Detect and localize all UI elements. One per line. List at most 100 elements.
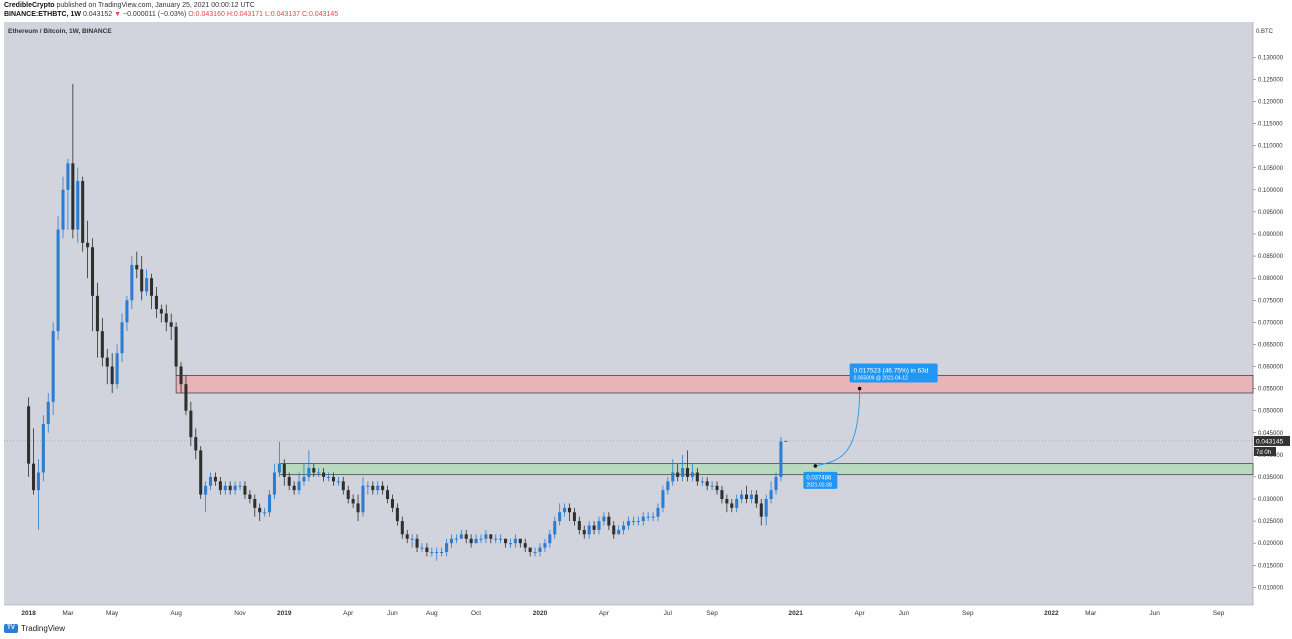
candle bbox=[518, 538, 522, 548]
candle bbox=[577, 516, 581, 535]
candle bbox=[243, 481, 247, 499]
candle bbox=[754, 490, 758, 508]
candle bbox=[636, 516, 640, 526]
candle-body bbox=[159, 309, 163, 314]
projection-curve[interactable] bbox=[815, 388, 861, 467]
countdown-badge bbox=[1254, 446, 1276, 456]
candle-body bbox=[577, 521, 581, 530]
candle bbox=[651, 512, 655, 522]
candle bbox=[646, 512, 650, 522]
candle-body bbox=[223, 485, 227, 491]
candle-body bbox=[376, 485, 380, 491]
candle-body bbox=[331, 476, 335, 482]
candle bbox=[725, 494, 729, 513]
candle bbox=[36, 459, 40, 530]
candle-body bbox=[351, 499, 355, 504]
candle-body bbox=[243, 485, 247, 495]
candle-body bbox=[317, 472, 321, 474]
candle bbox=[705, 476, 709, 491]
candle-body bbox=[90, 247, 95, 296]
candle-body bbox=[164, 313, 168, 323]
low-value: L:0.043137 bbox=[264, 11, 301, 18]
candle-body bbox=[258, 507, 262, 513]
candle bbox=[715, 481, 719, 495]
candle-body bbox=[641, 516, 645, 522]
candle-body bbox=[636, 521, 640, 523]
candle bbox=[681, 454, 685, 482]
candle bbox=[563, 503, 567, 517]
price-tick-label: 0.060000 bbox=[1258, 365, 1284, 371]
candle bbox=[120, 313, 124, 363]
projection-end-point[interactable] bbox=[857, 386, 862, 391]
footer-brand[interactable]: TradingView bbox=[21, 624, 66, 633]
candle-body bbox=[277, 463, 281, 473]
projection-start-point[interactable] bbox=[813, 464, 818, 468]
candle bbox=[238, 481, 242, 491]
candle bbox=[484, 529, 488, 544]
candle-body bbox=[263, 512, 267, 514]
candle-body bbox=[764, 499, 768, 517]
time-tick-label: Mar bbox=[1085, 610, 1097, 617]
candle-body bbox=[435, 552, 439, 553]
price-tick-label: 0.085000 bbox=[1258, 254, 1284, 260]
candle bbox=[169, 313, 173, 340]
candle bbox=[204, 481, 208, 513]
down-arrow-icon: ▼ bbox=[114, 11, 122, 18]
candle-body bbox=[695, 472, 699, 482]
candle bbox=[469, 534, 473, 548]
candle-body bbox=[769, 490, 773, 499]
candle bbox=[56, 216, 60, 340]
price-tick-label: 0.065000 bbox=[1258, 342, 1284, 348]
time-axis-background bbox=[4, 605, 1290, 622]
candle-body bbox=[661, 490, 665, 508]
candle-body bbox=[381, 485, 385, 491]
candle bbox=[277, 441, 281, 477]
candle-body bbox=[508, 543, 513, 545]
support-zone[interactable] bbox=[279, 463, 1254, 476]
candle-body bbox=[169, 322, 173, 327]
candle-body bbox=[268, 494, 272, 513]
candle bbox=[366, 481, 370, 495]
candle-body bbox=[209, 476, 213, 486]
candle-body bbox=[567, 507, 572, 513]
candle bbox=[464, 529, 468, 544]
candle bbox=[61, 176, 65, 239]
candle bbox=[685, 450, 690, 482]
candle bbox=[81, 176, 85, 252]
candle bbox=[199, 446, 203, 499]
price-tick-label: 0.025000 bbox=[1258, 519, 1284, 525]
projection-start-price: 0.037486 bbox=[806, 475, 832, 481]
candle bbox=[110, 353, 114, 393]
candle bbox=[346, 485, 350, 504]
time-tick-label: Jun bbox=[899, 610, 910, 617]
price-tick-label: 0.130000 bbox=[1258, 55, 1284, 61]
candle-body bbox=[676, 472, 680, 477]
price-axis-background bbox=[1253, 22, 1290, 605]
candle-body bbox=[154, 295, 158, 310]
candle-body bbox=[312, 468, 316, 473]
author-name[interactable]: CredibleCrypto bbox=[4, 2, 55, 9]
candle-body bbox=[405, 534, 409, 539]
candle-body bbox=[346, 490, 350, 499]
price-tick-label: 0.050000 bbox=[1258, 409, 1284, 415]
candle-body bbox=[36, 472, 40, 491]
candle bbox=[164, 304, 168, 332]
candle bbox=[135, 251, 139, 279]
candle bbox=[263, 507, 267, 517]
candle bbox=[744, 485, 749, 504]
resistance-zone[interactable] bbox=[175, 374, 1254, 394]
time-tick-label: Jun bbox=[1149, 610, 1160, 617]
candle bbox=[710, 481, 714, 491]
candle bbox=[553, 516, 557, 539]
candle bbox=[86, 220, 90, 279]
candle-body bbox=[563, 507, 567, 513]
candle-body bbox=[395, 507, 399, 522]
candle bbox=[533, 547, 537, 557]
candle bbox=[376, 481, 380, 495]
candle bbox=[666, 476, 670, 495]
candle-body bbox=[81, 181, 85, 243]
candle bbox=[371, 481, 375, 495]
candle-body bbox=[297, 481, 301, 491]
candle bbox=[218, 476, 222, 495]
